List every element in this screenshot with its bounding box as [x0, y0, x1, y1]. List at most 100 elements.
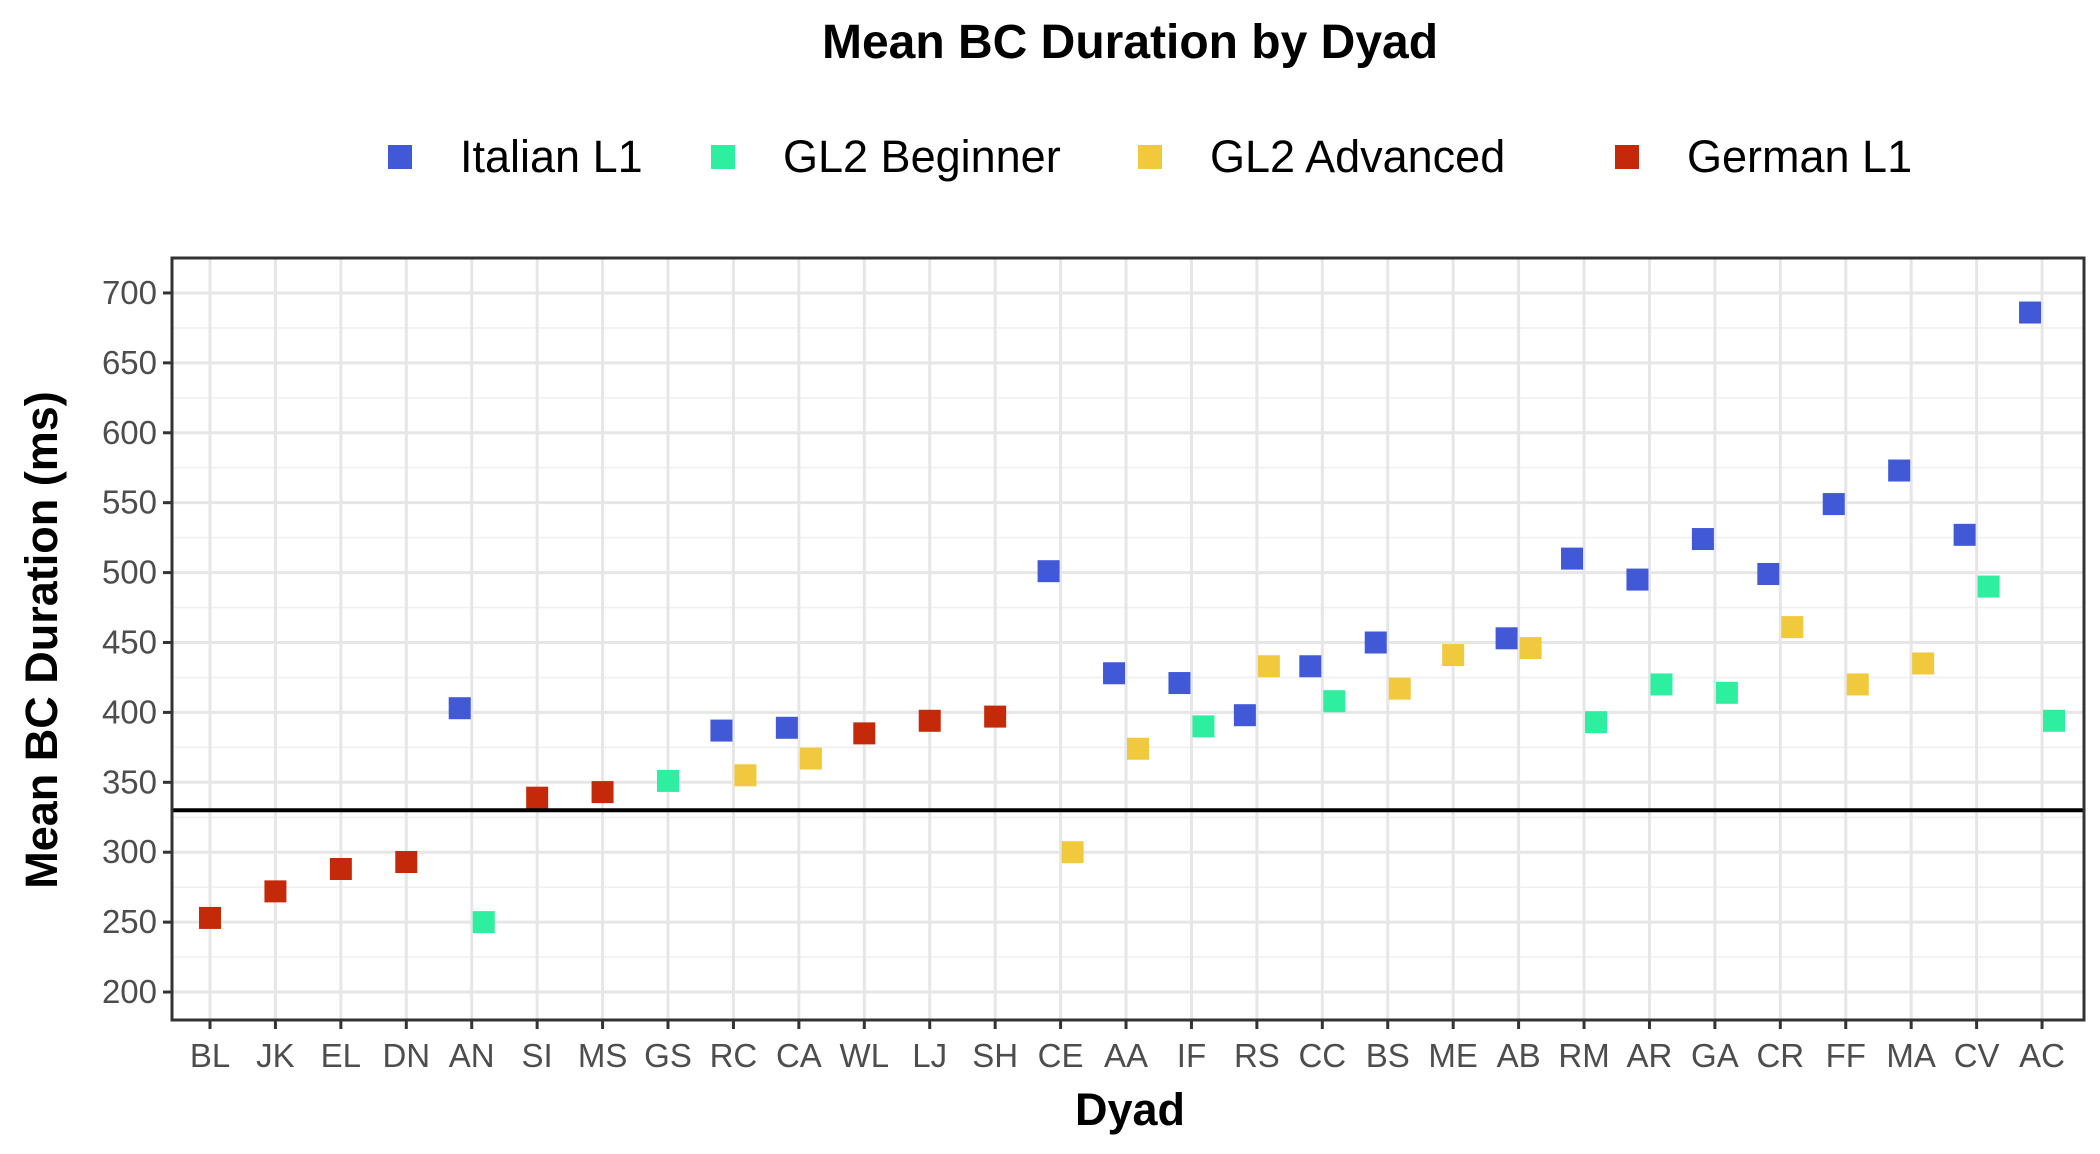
x-tick-label: ME [1428, 1037, 1478, 1074]
point-rm [1561, 547, 1584, 570]
x-tick-label: BS [1366, 1037, 1410, 1074]
point-ac [2043, 709, 2066, 732]
y-tick-label: 350 [102, 763, 157, 800]
y-tick-label: 250 [102, 903, 157, 940]
point-si [526, 786, 549, 809]
point-ce [1037, 560, 1060, 583]
x-tick-label: GS [644, 1037, 692, 1074]
x-tick-label: AA [1104, 1037, 1148, 1074]
point-rs [1257, 655, 1280, 678]
point-cc [1299, 655, 1322, 678]
y-tick-label: 500 [102, 554, 157, 591]
point-ac [2019, 301, 2042, 324]
x-tick-label: DN [382, 1037, 430, 1074]
point-ab [1495, 627, 1518, 650]
x-tick-label: FF [1826, 1037, 1866, 1074]
x-tick-label: RS [1234, 1037, 1280, 1074]
point-cr [1757, 562, 1780, 585]
legend-label: Italian L1 [460, 131, 643, 182]
y-axis: 200 250 300 350 400 450 500 550 600 650 700 [102, 274, 172, 1010]
legend-key [711, 145, 735, 169]
legend-key [1615, 145, 1639, 169]
point-ga [1715, 681, 1738, 704]
x-axis: BL JK EL DN AN SI MS GS RC CA WL LJ SH CE AA IF RS CC BS ME… [190, 1020, 2065, 1074]
point-ga [1691, 528, 1714, 551]
legend: Italian L1 GL2 Beginner GL2 Advanced German… [388, 131, 1912, 182]
legend-label: GL2 Advanced [1210, 131, 1505, 182]
x-tick-label: AN [449, 1037, 495, 1074]
point-ms [591, 781, 614, 804]
point-jk [264, 880, 287, 903]
x-tick-label: AC [2019, 1037, 2065, 1074]
point-rc [710, 719, 733, 742]
point-rs [1233, 704, 1256, 727]
plot-panel-border [170, 256, 2086, 1022]
y-tick-label: 700 [102, 274, 157, 311]
x-tick-label: JK [256, 1037, 295, 1074]
point-if [1168, 672, 1191, 695]
x-tick-label: AR [1627, 1037, 1673, 1074]
x-tick-label: CR [1756, 1037, 1804, 1074]
point-ma [1888, 459, 1911, 482]
point-me [1442, 644, 1465, 667]
chart-title: Mean BC Duration by Dyad [822, 16, 1438, 69]
point-bl [199, 906, 221, 929]
legend-label: GL2 Beginner [783, 131, 1061, 182]
x-tick-label: BL [190, 1037, 230, 1074]
x-tick-label: IF [1177, 1037, 1206, 1074]
x-axis-title: Dyad [1075, 1084, 1185, 1135]
legend-label: German L1 [1687, 131, 1912, 182]
grid [172, 258, 2084, 1020]
point-ff [1822, 493, 1845, 516]
y-tick-label: 450 [102, 623, 157, 660]
x-tick-label: WL [840, 1037, 890, 1074]
x-tick-label: AB [1497, 1037, 1541, 1074]
point-ar [1650, 673, 1673, 696]
y-tick-label: 600 [102, 414, 157, 451]
point-cc [1323, 690, 1346, 713]
x-tick-label: RM [1558, 1037, 1609, 1074]
legend-key [388, 145, 412, 169]
y-tick-label: 650 [102, 344, 157, 381]
x-tick-label: MA [1886, 1037, 1936, 1074]
data-points [199, 301, 2066, 934]
point-an [472, 911, 495, 934]
point-cv [1953, 523, 1976, 546]
x-tick-label: SH [972, 1037, 1018, 1074]
x-tick-label: CV [1954, 1037, 2000, 1074]
point-aa [1103, 662, 1126, 685]
y-axis-title: Mean BC Duration (ms) [16, 391, 67, 889]
point-bs [1364, 631, 1387, 654]
point-ca [799, 747, 822, 770]
point-el [329, 857, 352, 880]
point-ce [1061, 841, 1084, 864]
x-tick-label: MS [578, 1037, 628, 1074]
y-tick-label: 300 [102, 833, 157, 870]
point-sh [984, 705, 1007, 728]
x-tick-label: CE [1038, 1037, 1084, 1074]
point-bs [1388, 677, 1411, 700]
y-tick-label: 200 [102, 973, 157, 1010]
x-tick-label: RC [710, 1037, 758, 1074]
x-tick-label: EL [321, 1037, 361, 1074]
point-cv [1977, 575, 2000, 598]
point-rm [1585, 711, 1608, 734]
x-tick-label: LJ [912, 1037, 947, 1074]
point-ar [1626, 568, 1649, 591]
legend-key [1138, 145, 1162, 169]
x-tick-label: GA [1691, 1037, 1739, 1074]
x-tick-label: CC [1298, 1037, 1346, 1074]
point-an [448, 697, 471, 720]
point-wl [853, 722, 876, 745]
point-dn [395, 851, 418, 874]
point-ma [1912, 652, 1935, 675]
point-gs [657, 769, 680, 792]
point-ff [1846, 673, 1869, 696]
point-if [1192, 715, 1215, 738]
x-tick-label: SI [522, 1037, 553, 1074]
point-aa [1127, 737, 1150, 760]
y-tick-label: 400 [102, 693, 157, 730]
y-tick-label: 550 [102, 484, 157, 521]
point-ca [775, 716, 798, 739]
